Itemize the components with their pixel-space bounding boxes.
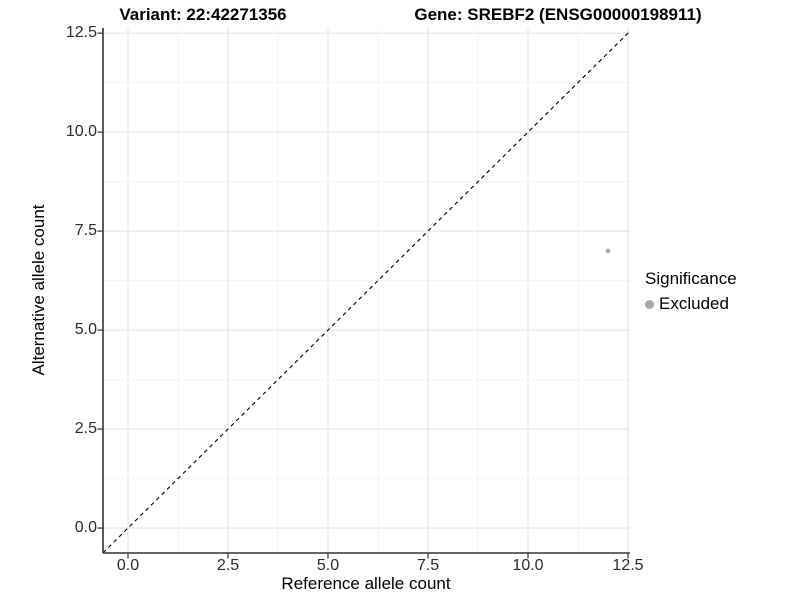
y-tick-label: 10.0: [65, 123, 97, 141]
gene-title: Gene: SREBF2 (ENSG00000198911): [414, 5, 702, 24]
y-tick-label: 2.5: [74, 420, 97, 438]
y-tick-label: 0.0: [74, 519, 97, 537]
x-tick-label: 0.0: [116, 557, 140, 574]
legend-item-label: Excluded: [659, 294, 729, 313]
variant-title: Variant: 22:42271356: [119, 5, 287, 24]
x-tick-label: 12.5: [612, 557, 644, 574]
legend: Significance Excluded: [645, 269, 737, 314]
x-tick-label: 7.5: [416, 557, 440, 574]
x-tick-label: 10.0: [512, 557, 544, 574]
plot-panel: [97, 28, 631, 559]
data-point: [605, 248, 611, 254]
x-tick-label: 2.5: [216, 557, 240, 574]
x-axis-title: Reference allele count: [281, 574, 451, 593]
y-tick-label: 5.0: [74, 321, 97, 339]
x-tick-label: 5.0: [316, 557, 340, 574]
y-tick-label: 12.5: [65, 24, 97, 42]
y-axis-title: Alternative allele count: [29, 204, 48, 376]
identity-line: [102, 30, 631, 554]
legend-item-excluded: Excluded: [645, 294, 737, 314]
y-tick-label: 7.5: [74, 222, 97, 240]
legend-title: Significance: [645, 269, 737, 288]
excluded-point-swatch-icon: [645, 299, 654, 309]
